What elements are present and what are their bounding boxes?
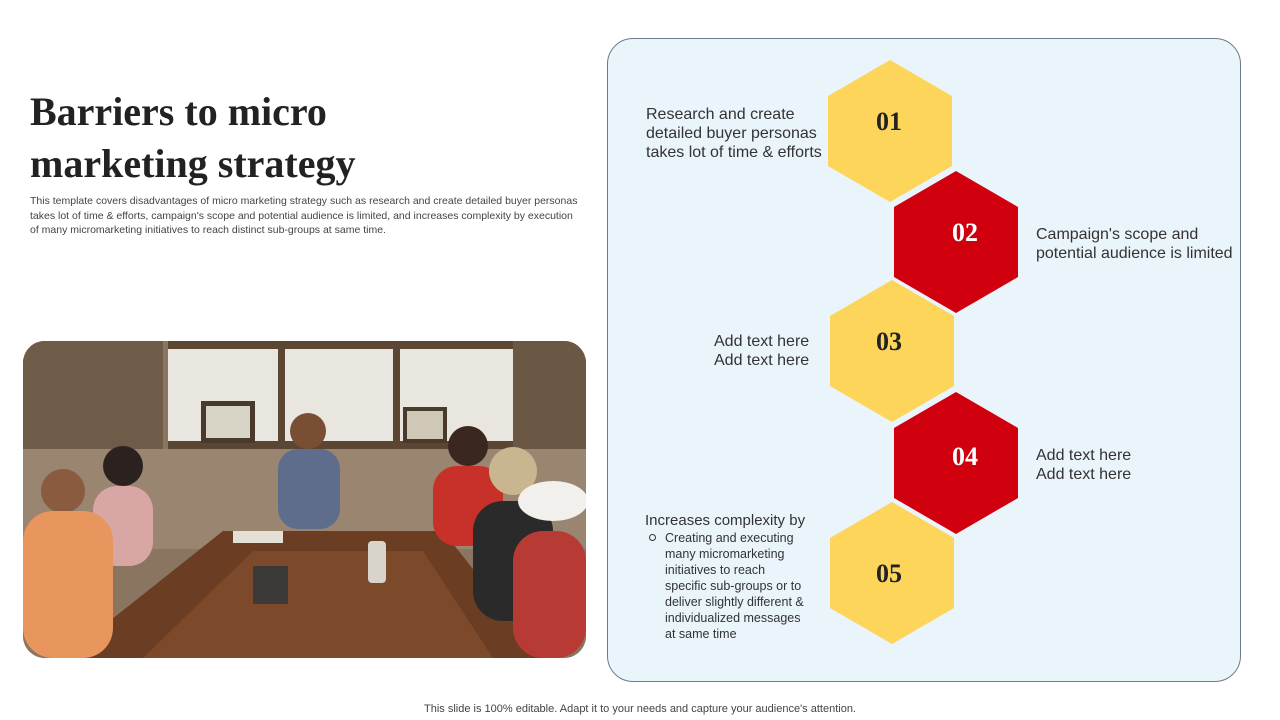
- step-05-body: Creating and executing many micromarketi…: [665, 531, 804, 641]
- step-number-02: 02: [952, 218, 978, 247]
- step-04-line-1: Add text here: [1036, 447, 1132, 464]
- slide-title: Barriers to micro marketing strategy: [30, 86, 550, 190]
- connector-02-03: [919, 267, 949, 297]
- connector-03-04: [899, 373, 929, 403]
- footer-note: This slide is 100% editable. Adapt it to…: [424, 703, 856, 715]
- meeting-photo-illustration: [23, 341, 586, 658]
- connector-04-05: [919, 488, 949, 518]
- title-line-1: Barriers to micro: [30, 89, 327, 134]
- step-number-04: 04: [952, 442, 978, 471]
- title-line-2: marketing strategy: [30, 141, 356, 186]
- step-number-05: 05: [876, 559, 902, 588]
- slide-description: This template covers disadvantages of mi…: [30, 195, 578, 236]
- step-text-01: Research and create detailed buyer perso…: [646, 105, 822, 162]
- step-02-line-2: potential audience is limited: [1036, 245, 1233, 262]
- bullet-circle-icon: [649, 534, 656, 541]
- step-number-03: 03: [876, 327, 902, 356]
- step-05-heading: Increases complexity by: [645, 512, 806, 529]
- step-01-line-2: detailed buyer personas: [646, 125, 817, 142]
- step-03-line-2: Add text here: [714, 352, 810, 369]
- step-01-line-1: Research and create: [646, 106, 795, 123]
- step-text-03: Add text here Add text here: [714, 332, 809, 370]
- step-04-line-2: Add text here: [1036, 466, 1132, 483]
- step-number-01: 01: [876, 107, 902, 136]
- step-text-04: Add text here Add text here: [1036, 446, 1131, 484]
- step-text-02: Campaign's scope and potential audience …: [1036, 225, 1233, 263]
- step-03-line-1: Add text here: [714, 333, 810, 350]
- step-02-line-1: Campaign's scope and: [1036, 226, 1199, 243]
- step-01-line-3: takes lot of time & efforts: [646, 144, 822, 161]
- connector-01-02: [899, 153, 929, 183]
- hexagon-05: [830, 502, 954, 644]
- meeting-photo: [23, 341, 586, 658]
